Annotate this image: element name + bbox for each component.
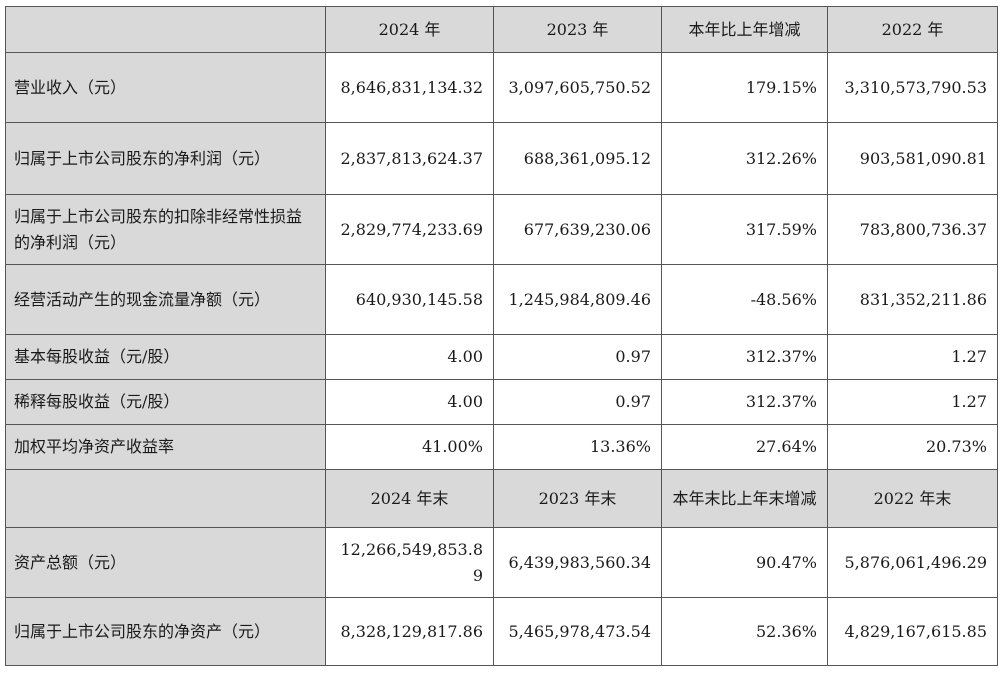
table-row: 归属于上市公司股东的扣除非经常性损益的净利润（元） 2,829,774,233.… bbox=[5, 194, 998, 265]
header-cell-empty bbox=[5, 6, 326, 53]
header-cell-2023-end: 2023 年末 bbox=[493, 469, 662, 528]
table-row: 经营活动产生的现金流量净额（元） 640,930,145.58 1,245,98… bbox=[5, 264, 998, 335]
value-change: 312.37% bbox=[661, 379, 828, 425]
header-cell-change-end: 本年末比上年末增减 bbox=[661, 469, 828, 528]
value-2024: 4.00 bbox=[325, 379, 494, 425]
value-change: 27.64% bbox=[661, 424, 828, 470]
value-2022: 4,829,167,615.85 bbox=[827, 597, 998, 666]
header-cell-2023: 2023 年 bbox=[493, 6, 662, 53]
row-label: 归属于上市公司股东的扣除非经常性损益的净利润（元） bbox=[5, 194, 326, 265]
value-2023: 13.36% bbox=[493, 424, 662, 470]
value-2022: 1.27 bbox=[827, 379, 998, 425]
header-cell-2024-end: 2024 年末 bbox=[325, 469, 494, 528]
value-2023: 6,439,983,560.34 bbox=[493, 527, 662, 598]
value-2022: 783,800,736.37 bbox=[827, 194, 998, 265]
header-cell-2024: 2024 年 bbox=[325, 6, 494, 53]
value-2023: 0.97 bbox=[493, 379, 662, 425]
value-2024: 41.00% bbox=[325, 424, 494, 470]
value-2023: 5,465,978,473.54 bbox=[493, 597, 662, 666]
value-change: 312.37% bbox=[661, 334, 828, 380]
table-row: 稀释每股收益（元/股） 4.00 0.97 312.37% 1.27 bbox=[5, 379, 998, 425]
table-row: 营业收入（元） 8,646,831,134.32 3,097,605,750.5… bbox=[5, 52, 998, 123]
value-2023: 677,639,230.06 bbox=[493, 194, 662, 265]
header-cell-empty bbox=[5, 469, 326, 528]
table-row: 加权平均净资产收益率 41.00% 13.36% 27.64% 20.73% bbox=[5, 424, 998, 470]
header-cell-change: 本年比上年增减 bbox=[661, 6, 828, 53]
table-row: 资产总额（元） 12,266,549,853.89 6,439,983,560.… bbox=[5, 527, 998, 598]
value-change: 317.59% bbox=[661, 194, 828, 265]
value-2024: 2,837,813,624.37 bbox=[325, 122, 494, 195]
row-label: 归属于上市公司股东的净资产（元） bbox=[5, 597, 326, 666]
financial-summary-table: 2024 年 2023 年 本年比上年增减 2022 年 营业收入（元） 8,6… bbox=[5, 6, 998, 666]
row-label: 基本每股收益（元/股） bbox=[5, 334, 326, 380]
table-row: 归属于上市公司股东的净利润（元） 2,837,813,624.37 688,36… bbox=[5, 122, 998, 195]
value-2022: 903,581,090.81 bbox=[827, 122, 998, 195]
row-label: 经营活动产生的现金流量净额（元） bbox=[5, 264, 326, 335]
table-row: 归属于上市公司股东的净资产（元） 8,328,129,817.86 5,465,… bbox=[5, 597, 998, 666]
value-2023: 0.97 bbox=[493, 334, 662, 380]
value-2022: 831,352,211.86 bbox=[827, 264, 998, 335]
value-change: 52.36% bbox=[661, 597, 828, 666]
value-2022: 5,876,061,496.29 bbox=[827, 527, 998, 598]
row-label: 归属于上市公司股东的净利润（元） bbox=[5, 122, 326, 195]
row-label: 营业收入（元） bbox=[5, 52, 326, 123]
value-2024: 4.00 bbox=[325, 334, 494, 380]
row-label: 资产总额（元） bbox=[5, 527, 326, 598]
value-2023: 3,097,605,750.52 bbox=[493, 52, 662, 123]
row-label: 加权平均净资产收益率 bbox=[5, 424, 326, 470]
value-2024: 640,930,145.58 bbox=[325, 264, 494, 335]
value-change: 90.47% bbox=[661, 527, 828, 598]
table-row: 基本每股收益（元/股） 4.00 0.97 312.37% 1.27 bbox=[5, 334, 998, 380]
value-2024: 8,328,129,817.86 bbox=[325, 597, 494, 666]
header-cell-2022-end: 2022 年末 bbox=[827, 469, 998, 528]
value-2022: 20.73% bbox=[827, 424, 998, 470]
value-2023: 1,245,984,809.46 bbox=[493, 264, 662, 335]
value-change: 312.26% bbox=[661, 122, 828, 195]
value-change: -48.56% bbox=[661, 264, 828, 335]
value-2024: 12,266,549,853.89 bbox=[325, 527, 494, 598]
value-2022: 3,310,573,790.53 bbox=[827, 52, 998, 123]
table-header-row: 2024 年末 2023 年末 本年末比上年末增减 2022 年末 bbox=[5, 469, 998, 528]
value-2024: 2,829,774,233.69 bbox=[325, 194, 494, 265]
value-2023: 688,361,095.12 bbox=[493, 122, 662, 195]
table-header-row: 2024 年 2023 年 本年比上年增减 2022 年 bbox=[5, 6, 998, 53]
value-2024: 8,646,831,134.32 bbox=[325, 52, 494, 123]
value-change: 179.15% bbox=[661, 52, 828, 123]
header-cell-2022: 2022 年 bbox=[827, 6, 998, 53]
row-label: 稀释每股收益（元/股） bbox=[5, 379, 326, 425]
value-2022: 1.27 bbox=[827, 334, 998, 380]
